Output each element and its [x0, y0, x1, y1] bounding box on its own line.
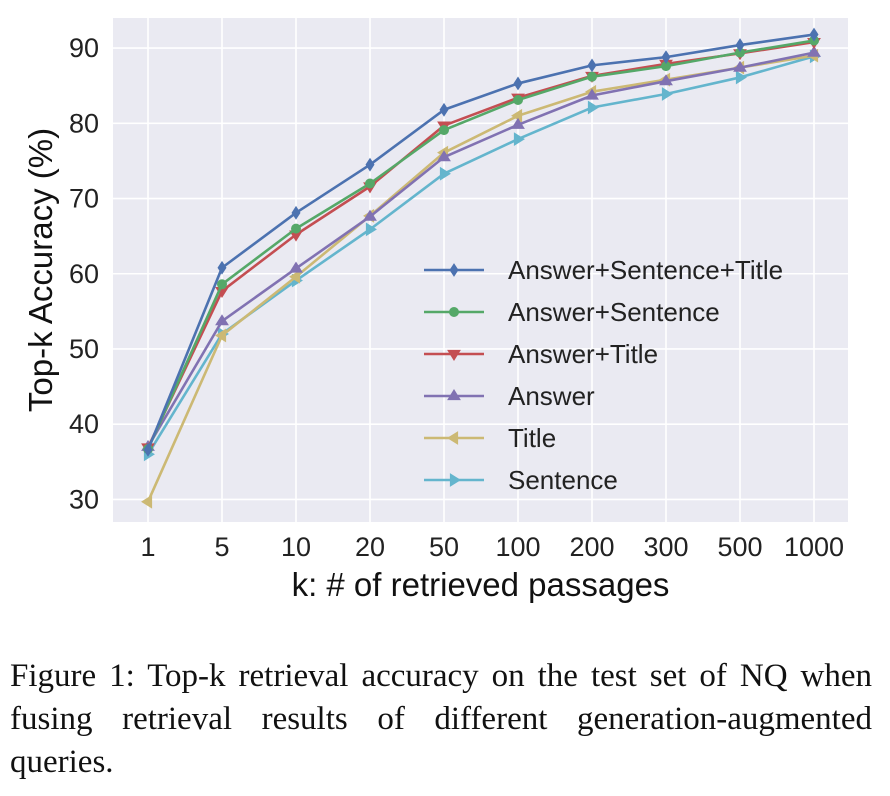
- y-tick-label: 30: [69, 484, 99, 514]
- legend-label: Answer+Sentence: [508, 297, 720, 327]
- legend-label: Answer+Sentence+Title: [508, 255, 783, 285]
- legend-marker: [447, 389, 461, 401]
- legend-label: Answer: [508, 381, 595, 411]
- x-tick-label: 300: [643, 532, 688, 562]
- data-point: [439, 125, 449, 136]
- series-answer: [141, 45, 821, 451]
- data-point: [809, 27, 819, 42]
- data-point: [511, 108, 523, 123]
- y-tick-label: 40: [69, 409, 99, 439]
- data-point: [289, 261, 303, 273]
- data-point: [217, 260, 227, 275]
- x-tick-label: 10: [281, 532, 311, 562]
- legend-item: Answer+Title: [424, 339, 658, 369]
- legend-item: Answer: [424, 381, 595, 411]
- x-tick-label: 50: [429, 532, 459, 562]
- data-point: [439, 102, 449, 117]
- data-point: [659, 74, 673, 86]
- series-line: [146, 33, 815, 451]
- data-point: [365, 178, 375, 189]
- data-point: [291, 205, 301, 220]
- legend-item: Title: [424, 423, 556, 453]
- legend-label: Answer+Title: [508, 339, 658, 369]
- data-point: [585, 88, 599, 100]
- x-tick-label: 100: [495, 532, 540, 562]
- data-point: [733, 60, 747, 72]
- figure-caption: Figure 1: Top-k retrieval accuracy on th…: [10, 658, 872, 780]
- data-point: [661, 50, 671, 65]
- line-chart: 1 5 10 20 50 100 200 300 500 1000 30405060708090 …: [22, 18, 848, 603]
- x-tick-label: 1: [140, 532, 155, 562]
- legend-label: Sentence: [508, 465, 618, 495]
- data-point: [439, 166, 451, 181]
- y-axis-label: Top-k Accuracy (%): [22, 128, 59, 412]
- data-point: [143, 442, 153, 457]
- x-tick-label: 200: [569, 532, 614, 562]
- data-point: [215, 328, 227, 343]
- series-answer-sentence: [143, 35, 819, 455]
- legend-item: Answer+Sentence: [424, 297, 720, 327]
- data-point: [587, 100, 599, 115]
- data-point: [735, 38, 745, 52]
- legend-label: Title: [508, 423, 556, 453]
- data-point: [141, 494, 153, 509]
- data-point: [511, 117, 525, 129]
- x-tick-labels: 1 5 10 20 50 100 200 300 500 1000: [140, 532, 844, 562]
- y-tick-label: 80: [69, 108, 99, 138]
- legend-marker: [449, 263, 459, 277]
- data-point: [735, 70, 747, 85]
- data-point: [587, 58, 597, 73]
- x-tick-label: 5: [214, 532, 229, 562]
- data-point: [437, 150, 451, 162]
- data-point: [291, 223, 301, 234]
- legend-marker: [447, 431, 459, 445]
- legend-item: Sentence: [424, 465, 618, 495]
- data-point: [215, 314, 229, 326]
- x-tick-label: 1000: [784, 532, 844, 562]
- data-point: [365, 157, 375, 172]
- x-tick-label: 20: [355, 532, 385, 562]
- data-point: [217, 279, 227, 290]
- series-line: [146, 51, 815, 448]
- y-tick-labels: 30 40 50 60 70 80 90: [69, 33, 99, 514]
- data-point: [365, 222, 377, 237]
- series-line: [146, 39, 815, 450]
- series-answer-sentence-title: [143, 27, 819, 457]
- legend: Answer+Sentence+Title Answer+Sentence Answ…: [424, 255, 783, 495]
- series-layer: [141, 27, 821, 509]
- data-point: [363, 209, 377, 221]
- data-point: [513, 132, 525, 147]
- data-point: [807, 45, 821, 57]
- legend-item: Answer+Sentence+Title: [424, 255, 783, 285]
- y-tick-label: 90: [69, 33, 99, 63]
- data-point: [587, 71, 597, 82]
- y-tick-label: 50: [69, 334, 99, 364]
- data-point: [661, 87, 673, 101]
- data-point: [513, 94, 523, 105]
- legend-marker: [449, 473, 461, 487]
- x-tick-label: 500: [717, 532, 762, 562]
- y-tick-label: 70: [69, 184, 99, 214]
- legend-marker: [449, 307, 459, 317]
- y-tick-label: 60: [69, 259, 99, 289]
- x-axis-label: k: # of retrieved passages: [292, 566, 670, 603]
- legend-marker: [447, 349, 461, 361]
- data-point: [513, 76, 523, 91]
- data-point: [289, 269, 301, 284]
